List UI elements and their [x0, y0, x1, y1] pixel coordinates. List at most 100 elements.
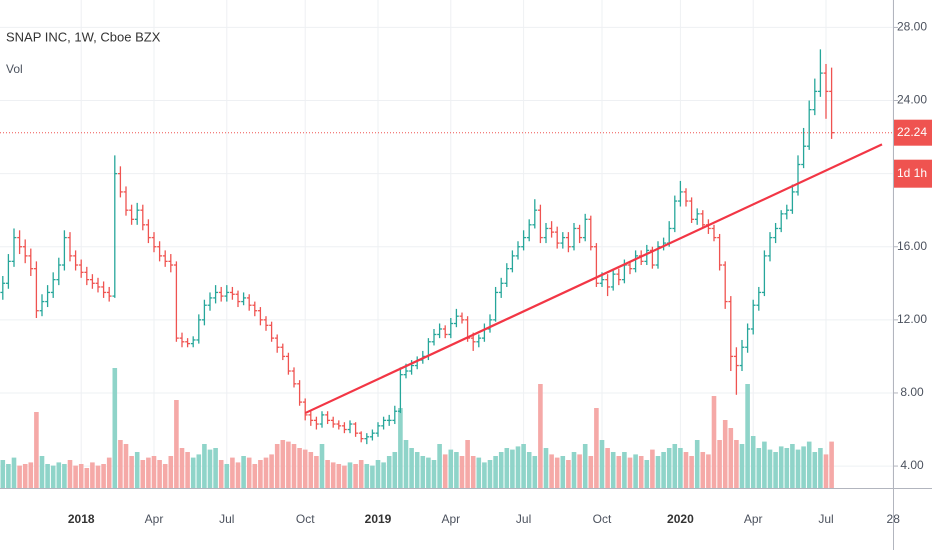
volume-bar — [549, 454, 554, 488]
volume-bar — [515, 446, 521, 488]
x-tick-label: Oct — [296, 512, 315, 526]
x-tick-label: Jul — [516, 512, 531, 526]
volume-bar — [134, 452, 140, 488]
x-tick-label: Apr — [744, 512, 763, 526]
volume-bar — [610, 452, 616, 488]
volume-bar — [762, 441, 767, 488]
volume-bar — [364, 464, 370, 488]
volume-bar — [823, 454, 829, 488]
volume-bar — [728, 428, 734, 488]
volume-bar — [784, 448, 790, 488]
volume-bar — [538, 384, 543, 488]
volume-bar — [442, 454, 448, 488]
volume-bar — [370, 465, 375, 488]
volume-bar — [554, 457, 560, 488]
volume-bar — [213, 448, 218, 488]
volume-bar — [308, 452, 314, 488]
volume-bar — [560, 456, 566, 488]
y-tick-label: 24.00 — [897, 93, 927, 107]
volume-bar — [795, 449, 801, 488]
volume-bar — [750, 436, 756, 488]
volume-bar — [11, 457, 17, 488]
volume-bar — [6, 464, 11, 488]
volume-bar — [818, 448, 823, 488]
volume-bar — [269, 454, 274, 488]
volume-bar — [286, 441, 291, 488]
volume-bar — [683, 452, 689, 488]
volume-bar — [90, 462, 95, 488]
volume-bar — [56, 462, 62, 488]
volume-bar — [661, 452, 666, 488]
volume-bar — [202, 444, 207, 488]
volume-bar — [526, 452, 532, 488]
volume-bar — [566, 460, 571, 488]
x-tick-label: 2019 — [365, 512, 392, 526]
volume-bar — [297, 448, 302, 488]
volume-bar — [140, 460, 146, 488]
volume-bar — [146, 457, 151, 488]
volume-bar — [319, 444, 325, 488]
volume-bar — [577, 454, 582, 488]
volume-bar — [706, 454, 711, 488]
volume-bar — [398, 408, 403, 488]
volume-bar — [694, 440, 700, 488]
indicator-label: Vol — [6, 62, 23, 76]
volume-bar — [722, 420, 728, 488]
volume-bar — [62, 464, 67, 488]
volume-bar — [599, 440, 605, 488]
volume-bar — [73, 465, 78, 488]
volume-bar — [465, 440, 470, 488]
volume-bar — [655, 456, 661, 488]
volume-bar — [773, 452, 778, 488]
volume-bar — [353, 464, 358, 488]
volume-bar — [633, 454, 638, 488]
volume-bar — [381, 462, 386, 488]
volume-bar — [375, 460, 381, 488]
volume-bar — [521, 444, 526, 488]
volume-bar — [392, 452, 398, 488]
x-tick-label: 2020 — [667, 512, 694, 526]
y-tick-label: 4.00 — [900, 458, 924, 472]
volume-bar — [314, 456, 319, 488]
volume-bar — [700, 452, 706, 488]
volume-bar — [504, 448, 510, 488]
last-price-label: 22.24 — [897, 125, 927, 139]
y-tick-label: 28.00 — [897, 20, 927, 34]
volume-bar — [263, 457, 269, 488]
volume-bar — [498, 452, 504, 488]
volume-bar — [258, 460, 263, 488]
volume-bar — [28, 462, 34, 488]
volume-bar — [291, 444, 297, 488]
volume-bar — [246, 457, 252, 488]
volume-bar — [101, 464, 106, 488]
volume-bar — [330, 462, 336, 488]
y-tick-label: 12.00 — [897, 312, 927, 326]
volume-bar — [168, 456, 174, 488]
volume-bar — [582, 444, 588, 488]
volume-bar — [470, 456, 476, 488]
volume-bar — [157, 460, 162, 488]
volume-bar — [151, 456, 157, 488]
volume-bar — [543, 448, 549, 488]
volume-bar — [106, 457, 112, 488]
volume-bar — [50, 465, 56, 488]
x-tick-label: Jul — [818, 512, 833, 526]
volume-bar — [622, 452, 627, 488]
volume-bar — [174, 400, 179, 488]
volume-bar — [431, 460, 437, 488]
volume-bar — [666, 448, 672, 488]
x-tick-label: Apr — [441, 512, 460, 526]
volume-bar — [207, 449, 213, 488]
volume-bar — [414, 452, 420, 488]
volume-pane — [0, 368, 834, 488]
volume-bar — [689, 456, 694, 488]
volume-bar — [801, 446, 806, 488]
volume-bar — [420, 456, 426, 488]
volume-bar — [588, 456, 594, 488]
y-tick-label: 16.00 — [897, 239, 927, 253]
volume-bar — [218, 460, 224, 488]
volume-bar — [39, 456, 45, 488]
volume-bar — [84, 468, 90, 488]
volume-bar — [190, 457, 196, 488]
